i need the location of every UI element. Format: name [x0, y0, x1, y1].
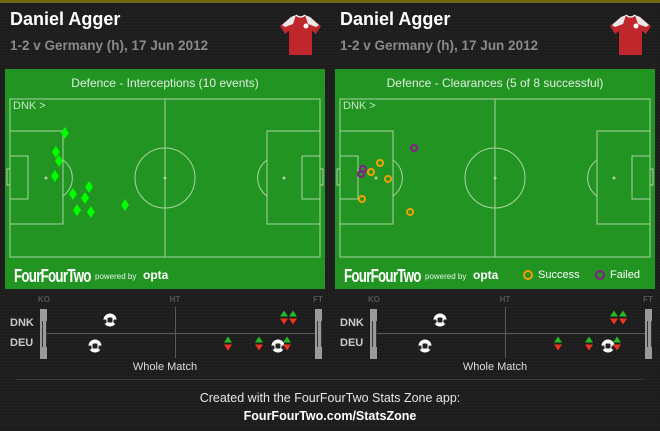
substitution-icon[interactable] — [553, 336, 562, 356]
goal-icon[interactable] — [418, 339, 432, 353]
footer-divider — [15, 379, 645, 380]
pitch-card: Defence - Interceptions (10 events) DNK … — [5, 69, 325, 289]
goal-icon[interactable] — [601, 339, 615, 353]
halftime-marker — [175, 307, 176, 358]
player-name: Daniel Agger — [10, 9, 121, 29]
interception-marker[interactable] — [54, 154, 63, 167]
interception-marker[interactable] — [60, 126, 69, 139]
clearance-success-marker[interactable] — [384, 174, 393, 183]
top-accent-bar — [0, 0, 660, 3]
fulltime-label: FT — [313, 295, 323, 304]
player-name: Daniel Agger — [340, 9, 451, 29]
legend-success-label: Success — [538, 269, 580, 281]
period-label: Whole Match — [132, 361, 198, 373]
clearance-success-marker[interactable] — [406, 207, 415, 216]
substitution-icon[interactable] — [223, 336, 232, 356]
substitution-icon[interactable] — [585, 336, 593, 356]
period-label: Whole Match — [462, 361, 528, 373]
interception-marker[interactable] — [72, 204, 81, 217]
interception-marker[interactable] — [85, 181, 94, 194]
fourfourtwo-logo: FourFourTwo — [344, 266, 421, 286]
clearance-failed-marker[interactable] — [357, 170, 366, 179]
success-ring-icon — [523, 270, 533, 280]
halftime-label: HT — [169, 295, 181, 304]
legend-success: Success — [523, 269, 580, 281]
timeline-start-handle[interactable] — [370, 309, 377, 359]
away-team-label: DEU — [340, 337, 364, 349]
substitution-icon[interactable] — [283, 336, 291, 356]
clearance-failed-marker[interactable] — [410, 143, 419, 152]
opta-logo: opta — [143, 268, 169, 282]
substitution-icon[interactable] — [619, 310, 628, 330]
interception-marker[interactable] — [68, 187, 77, 200]
goal-icon[interactable] — [88, 339, 102, 353]
fulltime-label: FT — [643, 295, 653, 304]
interceptions-panel: Daniel Agger 1-2 v Germany (h), 17 Jun 2… — [0, 0, 330, 380]
clearances-panel: Daniel Agger 1-2 v Germany (h), 17 Jun 2… — [330, 0, 660, 380]
chart-title: Defence - Interceptions (10 events) — [71, 76, 259, 90]
timeline-axis — [47, 333, 315, 334]
interception-marker[interactable] — [121, 199, 130, 212]
substitution-icon[interactable] — [289, 310, 298, 330]
timeline-start-handle[interactable] — [40, 309, 47, 359]
goal-icon[interactable] — [433, 313, 447, 327]
pitch-card: Defence - Clearances (5 of 8 successful)… — [335, 69, 655, 289]
kickoff-label: KO — [38, 295, 50, 304]
clearance-success-marker[interactable] — [375, 158, 384, 167]
halftime-marker — [505, 307, 506, 358]
legend-failed-label: Failed — [610, 269, 640, 281]
interception-marker[interactable] — [81, 192, 90, 205]
interception-marker[interactable] — [50, 169, 59, 182]
match-timeline: KO HT FT DNK DEU Whole Match — [330, 290, 660, 380]
kickoff-label: KO — [368, 295, 380, 304]
powered-by-label: powered by — [425, 272, 467, 281]
team-shirt-icon — [610, 14, 651, 55]
away-team-label: DEU — [10, 337, 34, 349]
match-timeline: KO HT FT DNK DEU Whole Match — [0, 290, 330, 380]
attack-direction-label: DNK > — [13, 100, 46, 112]
opta-logo: opta — [473, 268, 499, 282]
substitution-icon[interactable] — [255, 336, 263, 356]
halftime-label: HT — [499, 295, 511, 304]
powered-by-label: powered by — [95, 272, 137, 281]
failed-ring-icon — [595, 270, 605, 280]
substitution-icon[interactable] — [279, 310, 288, 330]
timeline-end-handle[interactable] — [645, 309, 652, 359]
timeline-end-handle[interactable] — [315, 309, 322, 359]
goal-icon[interactable] — [103, 313, 117, 327]
timeline-axis — [377, 333, 645, 334]
pitch — [6, 98, 324, 258]
substitution-icon[interactable] — [613, 336, 621, 356]
interception-marker[interactable] — [86, 205, 95, 218]
substitution-icon[interactable] — [609, 310, 618, 330]
home-team-label: DNK — [10, 317, 34, 329]
interception-marker[interactable] — [51, 145, 60, 158]
attack-direction-label: DNK > — [343, 100, 376, 112]
legend-failed: Failed — [595, 269, 640, 281]
match-info: 1-2 v Germany (h), 17 Jun 2012 — [10, 38, 209, 53]
team-shirt-icon — [280, 14, 321, 55]
match-info: 1-2 v Germany (h), 17 Jun 2012 — [340, 38, 539, 53]
clearance-success-marker[interactable] — [367, 167, 375, 176]
home-team-label: DNK — [340, 317, 364, 329]
goal-icon[interactable] — [271, 339, 285, 353]
fourfourtwo-logo: FourFourTwo — [14, 266, 91, 286]
chart-title: Defence - Clearances (5 of 8 successful) — [386, 76, 604, 90]
pitch — [336, 98, 654, 258]
footer-credit: Created with the FourFourTwo Stats Zone … — [199, 391, 461, 405]
clearance-success-marker[interactable] — [358, 195, 367, 204]
footer-link[interactable]: FourFourTwo.com/StatsZone — [243, 409, 417, 423]
